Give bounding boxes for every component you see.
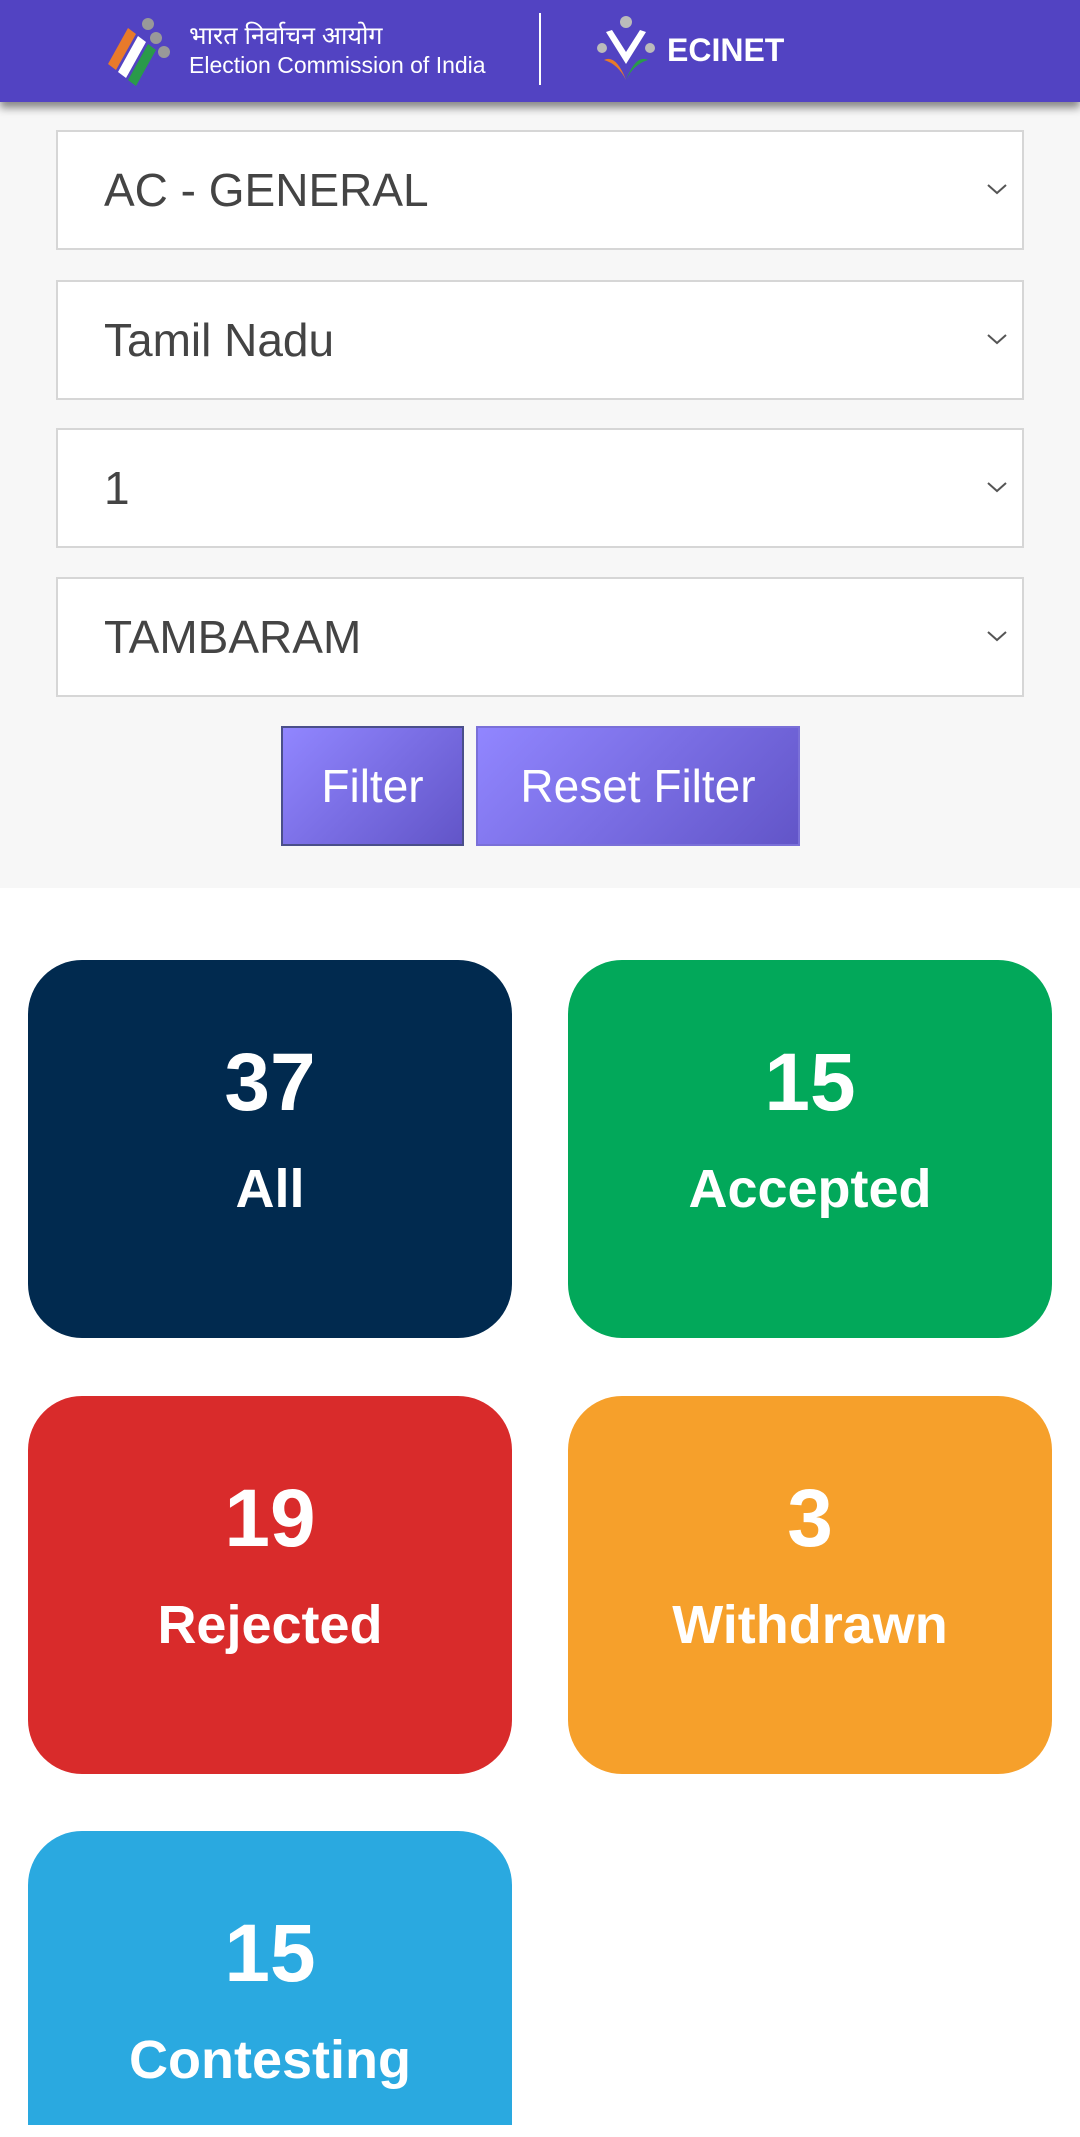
withdrawn-label: Withdrawn [672,1595,948,1655]
eci-hindi-title: भारत निर्वाचन आयोग [189,22,383,50]
chevron-down-icon [987,482,1007,493]
filter-panel: AC - GENERAL Tamil Nadu 1 TAMBARAM Filte… [0,102,1080,888]
all-count: 37 [224,1037,316,1128]
state-select[interactable]: Tamil Nadu [56,280,1024,400]
chevron-down-icon [987,631,1007,642]
card-contesting[interactable]: 15 Contesting [28,1831,512,2125]
card-withdrawn[interactable]: 3 Withdrawn [568,1396,1052,1774]
card-all[interactable]: 37 All [28,960,512,1338]
app-header: भारत निर्वाचन आयोग Election Commission o… [0,0,1080,102]
card-rejected[interactable]: 19 Rejected [28,1396,512,1774]
election-type-select[interactable]: AC - GENERAL [56,130,1024,250]
election-type-value: AC - GENERAL [104,164,429,216]
chevron-down-icon [987,184,1007,195]
rejected-count: 19 [224,1473,316,1564]
accepted-count: 15 [764,1037,856,1128]
accepted-label: Accepted [688,1159,932,1219]
state-value: Tamil Nadu [104,314,335,366]
filter-button[interactable]: Filter [281,726,464,846]
header-divider [539,13,541,85]
constituency-select[interactable]: TAMBARAM [56,577,1024,697]
phase-value: 1 [104,462,130,514]
chevron-down-icon [987,334,1007,345]
card-accepted[interactable]: 15 Accepted [568,960,1052,1338]
eci-title: Election Commission of India [189,52,486,78]
constituency-value: TAMBARAM [104,611,362,663]
ecinet-logo-icon [597,16,655,80]
contesting-count: 15 [224,1908,316,1999]
rejected-label: Rejected [157,1595,383,1655]
withdrawn-count: 3 [787,1473,833,1564]
all-label: All [235,1159,305,1219]
ecinet-app-name: ECINET [667,32,785,68]
contesting-label: Contesting [129,2030,411,2090]
reset-filter-button[interactable]: Reset Filter [476,726,800,846]
eci-logo-icon [108,18,170,86]
phase-select[interactable]: 1 [56,428,1024,548]
